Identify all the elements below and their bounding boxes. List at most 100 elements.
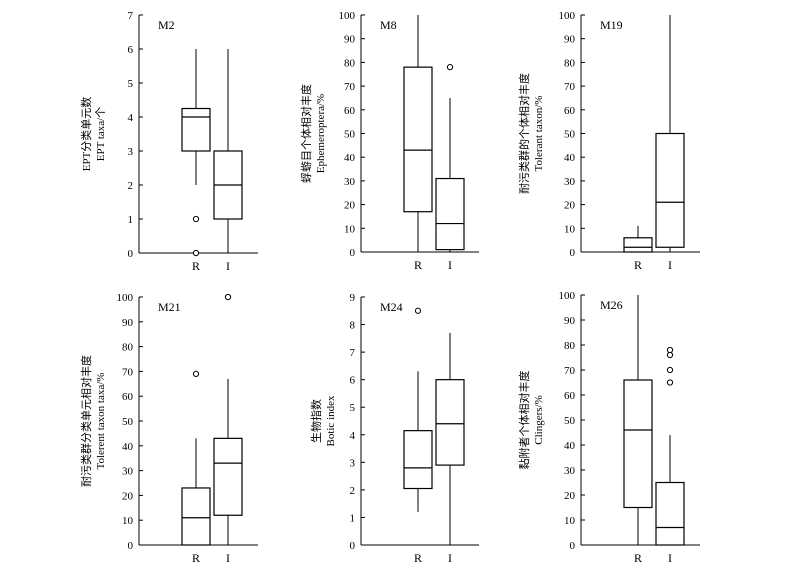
panel-m8: 0 10 20 30 40 50 60 70 80 90 100 M8 蜉蝣目个体相对丰度 Ephemer…	[299, 10, 479, 272]
y-tick-label: 30	[564, 465, 576, 477]
y-tick-label: 50	[344, 129, 356, 141]
box-r: R	[403, 15, 433, 272]
panel-m24: 0 1 2 3 4 5 6 7 8 9 M24 生物指数 Botic index R I	[309, 292, 479, 565]
y-tick-label: 1	[350, 512, 356, 524]
y-tick-label: 60	[344, 105, 356, 117]
outlier-point	[192, 370, 200, 377]
y-tick-label: 90	[564, 315, 576, 327]
x-category-label: R	[192, 551, 200, 565]
y-tick-label: 90	[122, 317, 134, 329]
x-category-label: R	[634, 258, 642, 272]
y-tick-label: 0	[570, 247, 576, 259]
y-tick-label: 100	[339, 10, 356, 22]
y-tick-label: 70	[122, 366, 134, 378]
iqr-box	[655, 132, 685, 248]
box-r: R	[181, 370, 211, 565]
y-tick-label: 90	[564, 34, 576, 46]
y-tick-label: 0	[350, 247, 356, 259]
iqr-box	[403, 66, 433, 213]
y-tick-label: 30	[564, 176, 576, 188]
y-axis-title-cn: EPT分类单元数	[79, 97, 93, 172]
panel-m19: 0 10 20 30 40 50 60 70 80 90 100 M19 耐污类群的个体相对丰度 Tole…	[517, 10, 700, 272]
iqr-box	[181, 487, 211, 546]
iqr-box	[435, 177, 465, 251]
y-axis-title-en: Ephemeroptera/%	[315, 94, 327, 173]
y-tick-label: 0	[128, 248, 134, 260]
y-tick-label: 1	[128, 214, 134, 226]
outlier-point	[666, 366, 674, 374]
outlier-point	[192, 215, 200, 223]
iqr-box	[655, 481, 685, 546]
y-tick-label: 60	[564, 390, 576, 402]
y-axis-title-cn: 黏附者个体相对丰度	[517, 371, 531, 470]
x-category-label: I	[668, 551, 672, 565]
y-tick-label: 50	[122, 416, 134, 428]
y-tick-label: 70	[564, 365, 576, 377]
y-tick-label: 6	[128, 44, 134, 56]
box-r: R	[181, 49, 211, 273]
y-tick-label: 10	[122, 515, 134, 527]
y-tick-label: 2	[350, 485, 356, 497]
y-tick-label: 8	[350, 320, 356, 332]
y-tick-label: 80	[122, 342, 134, 354]
x-category-label: R	[634, 551, 642, 565]
y-tick-label: 5	[350, 402, 356, 414]
y-axis-title-en: Tolerent taxon taxa/%	[95, 373, 107, 470]
y-tick-label: 20	[564, 200, 576, 212]
x-category-label: I	[448, 551, 452, 565]
panel-m26: 0 10 20 30 40 50 60 70 80 90 100 M26 黏附者个体相对丰度 Clinge…	[517, 290, 700, 565]
y-tick-label: 3	[350, 457, 356, 469]
box-r: R	[403, 307, 433, 565]
y-tick-label: 10	[344, 223, 356, 235]
y-tick-label: 40	[564, 152, 576, 164]
y-tick-label: 10	[564, 223, 576, 235]
panel-m21: 0 10 20 30 40 50 60 70 80 90 100 M21 耐污类群分类单元相对丰度 Tol…	[79, 292, 258, 565]
y-tick-label: 4	[128, 112, 134, 124]
y-axis-title-en: Clingers/%	[533, 395, 545, 445]
y-tick-label: 80	[344, 57, 356, 69]
y-tick-label: 3	[128, 146, 134, 158]
y-tick-label: 70	[564, 81, 576, 93]
y-tick-label: 7	[128, 10, 134, 22]
iqr-box	[623, 237, 653, 253]
box-i: I	[435, 64, 465, 272]
y-tick-label: 60	[122, 391, 134, 403]
y-tick-label: 6	[350, 375, 356, 387]
box-r: R	[623, 295, 653, 565]
box-i: I	[655, 346, 685, 565]
box-i: I	[655, 15, 685, 272]
y-tick-label: 2	[128, 180, 134, 192]
panel-label: M26	[600, 298, 623, 312]
y-tick-label: 0	[128, 540, 134, 552]
y-tick-label: 7	[350, 347, 356, 359]
y-tick-label: 100	[117, 292, 134, 304]
y-tick-label: 100	[559, 10, 576, 22]
y-tick-label: 40	[564, 440, 576, 452]
y-tick-label: 100	[559, 290, 576, 302]
y-axis-title-cn: 耐污类群分类单元相对丰度	[79, 355, 93, 487]
y-axis-title-cn: 蜉蝣目个体相对丰度	[299, 84, 313, 183]
y-tick-label: 9	[350, 292, 356, 304]
y-tick-label: 80	[564, 340, 576, 352]
x-category-label: I	[226, 259, 230, 273]
y-tick-label: 5	[128, 78, 134, 90]
panel-label: M8	[380, 18, 397, 32]
y-tick-label: 30	[122, 466, 134, 478]
y-tick-label: 50	[564, 129, 576, 141]
x-category-label: R	[192, 259, 200, 273]
x-category-label: I	[226, 551, 230, 565]
y-axis-title-en: Tolerant taxon/%	[533, 96, 545, 172]
box-r: R	[623, 225, 653, 272]
x-category-label: I	[668, 258, 672, 272]
y-axis-title-en: Botic index	[325, 395, 337, 447]
panel-label: M21	[158, 300, 181, 314]
y-tick-label: 0	[350, 540, 356, 552]
outlier-point	[414, 307, 422, 314]
panel-label: M24	[380, 300, 403, 314]
y-tick-label: 70	[344, 81, 356, 93]
outlier-point	[224, 293, 232, 301]
y-axis-title-cn: 耐污类群的个体相对丰度	[517, 73, 531, 194]
y-tick-label: 60	[564, 105, 576, 117]
iqr-box	[403, 430, 433, 490]
